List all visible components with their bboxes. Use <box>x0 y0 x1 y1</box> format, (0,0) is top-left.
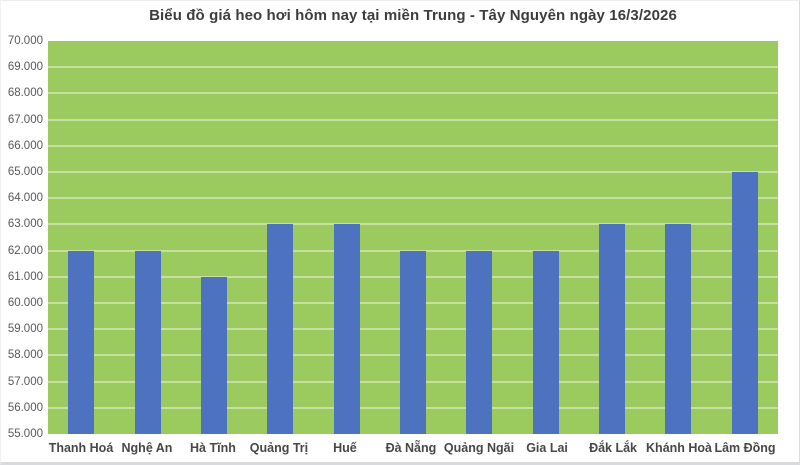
bar <box>532 250 559 434</box>
y-axis-tick-label: 66.000 <box>7 139 43 152</box>
bar <box>200 276 227 434</box>
y-axis-tick-label: 57.000 <box>7 375 43 388</box>
x-axis-category-label: Gia Lai <box>526 441 568 455</box>
x-axis: Thanh Hoá Nghệ An Hà Tĩnh Quảng Trị Huế Đà Nẵ… <box>48 441 778 455</box>
gridline <box>48 197 778 200</box>
x-axis-category-label: Lâm Đồng <box>714 441 776 455</box>
y-axis-tick-label: 55.000 <box>7 428 43 440</box>
bar <box>333 224 360 434</box>
bar <box>134 250 161 434</box>
bar-slot <box>247 41 313 434</box>
y-axis-tick-label: 59.000 <box>7 323 43 336</box>
y-axis-tick-label: 63.000 <box>7 218 43 231</box>
bar <box>267 224 294 434</box>
y-axis-tick-label: 62.000 <box>7 244 43 257</box>
y-axis-tick-label: 56.000 <box>7 401 43 414</box>
bar-slot <box>712 41 778 434</box>
x-axis-category-label: Quảng Ngãi <box>443 441 515 455</box>
bar-slot <box>513 41 579 434</box>
y-axis-tick-label: 64.000 <box>7 192 43 205</box>
x-axis-category-label: Đắk Lắk <box>589 441 638 455</box>
y-axis: 70.000 69.000 68.000 67.000 66.000 65.000 64.0… <box>1 35 43 440</box>
bar <box>399 250 426 434</box>
bar <box>466 250 493 434</box>
x-axis-category-label: Huế <box>333 441 357 455</box>
x-axis-category-label: Nghệ An <box>121 441 173 455</box>
gridline <box>48 92 778 95</box>
bar-slot <box>645 41 711 434</box>
y-axis-tick-label: 70.000 <box>7 35 43 47</box>
y-axis-tick-label: 65.000 <box>7 165 43 178</box>
y-axis-tick-label: 67.000 <box>7 113 43 126</box>
gridline <box>48 144 778 147</box>
y-axis-tick-label: 58.000 <box>7 349 43 362</box>
bar <box>599 224 626 434</box>
bar-slot <box>313 41 379 434</box>
y-axis-tick-label: 68.000 <box>7 87 43 100</box>
bar-slot <box>579 41 645 434</box>
x-axis-category-label: Thanh Hoá <box>48 441 114 455</box>
bar-slot <box>48 41 114 434</box>
bar-slot <box>446 41 512 434</box>
y-axis-tick-label: 60.000 <box>7 296 43 309</box>
gridline <box>48 171 778 174</box>
chart-title: Biểu đồ giá heo hơi hôm nay tại miền Tru… <box>149 7 677 24</box>
gridline <box>48 223 778 226</box>
bar <box>665 224 692 434</box>
bar-slot <box>181 41 247 434</box>
x-axis-category-label: Hà Tĩnh <box>190 441 236 455</box>
y-axis-tick-label: 61.000 <box>7 270 43 283</box>
bar-slot <box>380 41 446 434</box>
x-axis-category-label: Khánh Hoà <box>646 441 713 455</box>
gridline <box>48 66 778 69</box>
bar-slot <box>114 41 180 434</box>
x-axis-category-label: Quảng Trị <box>249 441 309 455</box>
gridline <box>48 118 778 121</box>
x-axis-category-label: Đà Nẵng <box>385 441 437 455</box>
bar <box>731 172 758 434</box>
plot-area <box>48 41 778 434</box>
y-axis-tick-label: 69.000 <box>7 61 43 74</box>
bar <box>68 250 95 434</box>
